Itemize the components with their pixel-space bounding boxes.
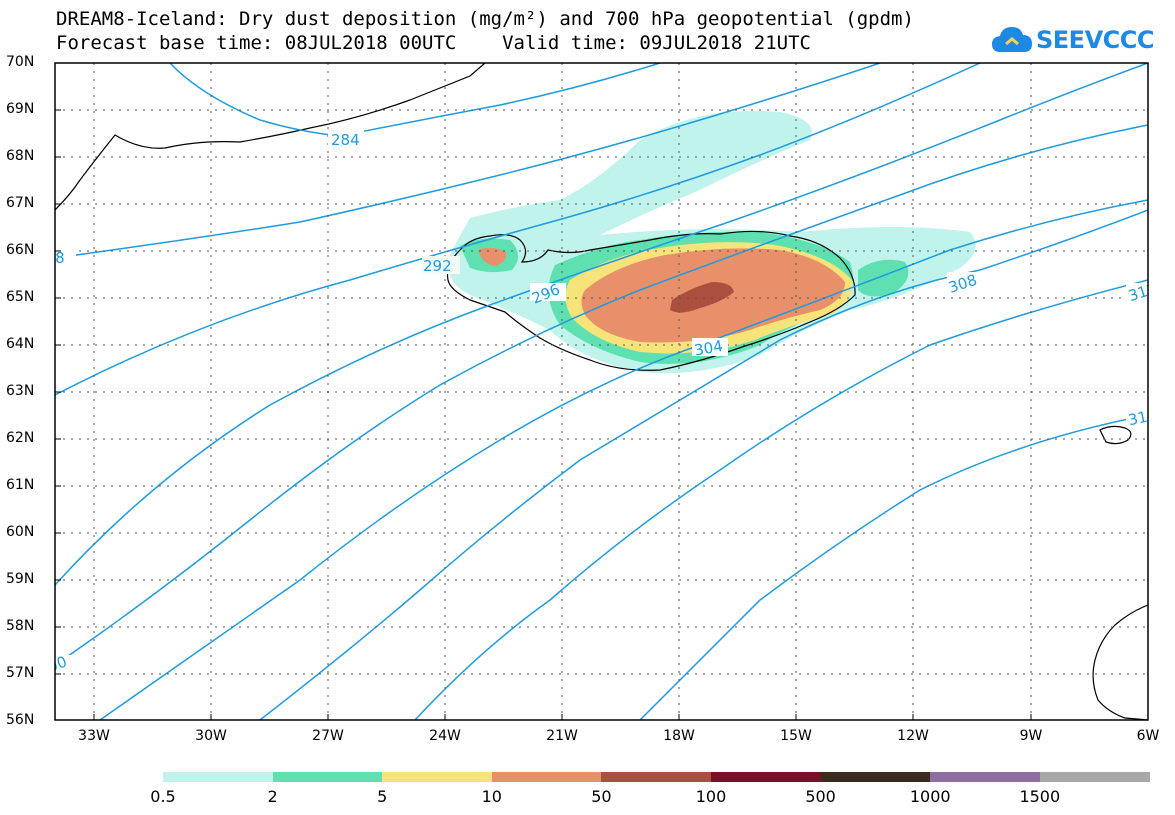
lat-label-65N: 65N — [6, 289, 35, 305]
colorbar-label: 1000 — [909, 787, 951, 806]
contour-labels: 284 288 292 296 300 304 308 312 316 — [36, 130, 1159, 680]
contour-label-284: 284 — [331, 131, 360, 149]
colorbar-segment — [601, 772, 712, 782]
contour-label-316: 316 — [1127, 406, 1159, 430]
iceland-coast — [446, 230, 856, 371]
colorbar-segment — [1039, 772, 1150, 782]
lon-label-21W: 21W — [546, 728, 578, 744]
contour-304 — [99, 199, 1148, 720]
lat-label-69N: 69N — [6, 101, 35, 117]
lat-label-62N: 62N — [6, 430, 35, 446]
lon-label-30W: 30W — [195, 728, 227, 744]
colorbar-label: 500 — [805, 787, 836, 806]
map-title: DREAM8-Iceland: Dry dust deposition (mg/… — [56, 8, 914, 30]
contour-296 — [55, 63, 1148, 586]
lat-label-57N: 57N — [6, 665, 35, 681]
axis-ticks — [55, 109, 1032, 720]
grid-lines — [55, 63, 1148, 720]
colorbar-segment — [272, 772, 383, 782]
colorbar-label: 10 — [481, 787, 502, 806]
lat-label-60N: 60N — [6, 524, 35, 540]
colorbar-label: 50 — [591, 787, 612, 806]
contour-label-288: 288 — [36, 249, 65, 267]
colorbar-segment — [163, 772, 274, 782]
greenland-coast — [55, 63, 486, 211]
colorbar-label: 1500 — [1019, 787, 1061, 806]
colorbar-label: 5 — [377, 787, 388, 806]
contour-316 — [639, 414, 1148, 720]
cloud-icon — [992, 27, 1032, 52]
lon-label-18W: 18W — [663, 728, 695, 744]
coastlines — [55, 63, 1148, 720]
dust-region-green-east — [858, 259, 909, 297]
lon-label-12W: 12W — [897, 728, 929, 744]
colorbar-label: 100 — [695, 787, 727, 806]
lon-label-15W: 15W — [780, 728, 812, 744]
contour-label-304: 304 — [693, 337, 724, 360]
lat-label-59N: 59N — [6, 571, 35, 587]
contour-312 — [414, 279, 1148, 720]
colorbar-segment — [382, 772, 493, 782]
colorbar-label: 2 — [267, 787, 278, 806]
lat-label-61N: 61N — [6, 477, 35, 493]
contour-284 — [169, 63, 661, 137]
lat-label-66N: 66N — [6, 242, 35, 258]
geopotential-contours — [55, 63, 1148, 720]
colorbar-segment — [491, 772, 602, 782]
dust-region-brown — [670, 282, 734, 313]
lat-label-63N: 63N — [6, 383, 35, 399]
lon-label-24W: 24W — [429, 728, 461, 744]
lat-label-67N: 67N — [6, 195, 35, 211]
lon-label-9W: 9W — [1019, 728, 1043, 744]
colorbar-segment — [820, 772, 931, 782]
faroe-coast — [1099, 425, 1132, 445]
colorbar-segment — [711, 772, 822, 782]
lon-label-33W: 33W — [78, 728, 110, 744]
scotland-coast — [1092, 604, 1148, 720]
contour-label-292: 292 — [423, 257, 452, 275]
contour-label-312: 312 — [1126, 279, 1159, 305]
dust-region-orange-west — [478, 247, 507, 266]
colorbar-segment — [930, 772, 1041, 782]
contour-label-300: 300 — [36, 653, 69, 680]
colorbar-label: 0.5 — [150, 787, 176, 806]
contour-308 — [259, 209, 1148, 720]
lon-label-27W: 27W — [312, 728, 344, 744]
lon-label-6W: 6W — [1136, 728, 1160, 744]
lat-label-70N: 70N — [6, 54, 35, 70]
lat-label-68N: 68N — [6, 148, 35, 164]
map-subtitle: Forecast base time: 08JUL2018 00UTC Vali… — [56, 32, 811, 54]
contour-292 — [55, 63, 981, 396]
dust-shading — [448, 110, 976, 374]
lat-label-56N: 56N — [6, 712, 35, 728]
logo-text: SEEVCCC — [1036, 26, 1155, 54]
lat-label-58N: 58N — [6, 618, 35, 634]
seevccc-logo: SEEVCCC — [990, 20, 1160, 60]
contour-288 — [55, 63, 881, 259]
map-content: 284 288 292 296 300 304 308 312 316 — [36, 63, 1159, 720]
lat-label-64N: 64N — [6, 336, 35, 352]
contour-300 — [55, 124, 1148, 666]
